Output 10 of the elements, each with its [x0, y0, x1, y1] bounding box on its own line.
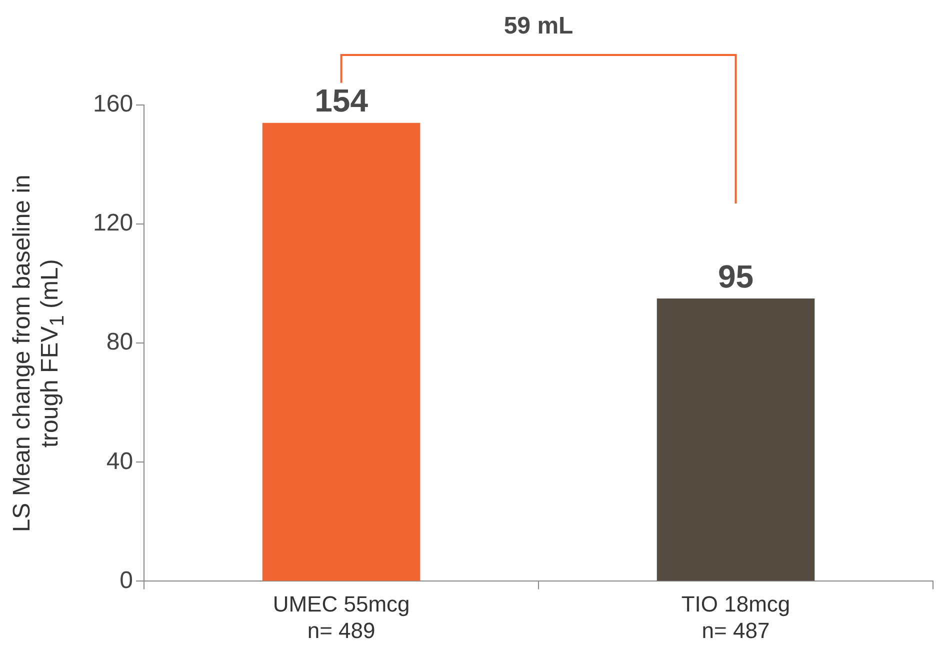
y-tick-label: 40: [106, 448, 134, 475]
x-tick-label: UMEC 55mcg n= 489: [272, 591, 410, 643]
y-tick-label: 120: [92, 210, 134, 237]
y-tick-label: 0: [120, 566, 134, 594]
data-label: 95: [718, 258, 754, 294]
data-label: 154: [314, 82, 368, 119]
x-tick-label: TIO 18mcg n= 487: [681, 591, 790, 643]
text: 59 mL: [504, 12, 574, 40]
y-tick-label: 80: [106, 328, 134, 356]
y-tick-label: 160: [92, 90, 134, 118]
